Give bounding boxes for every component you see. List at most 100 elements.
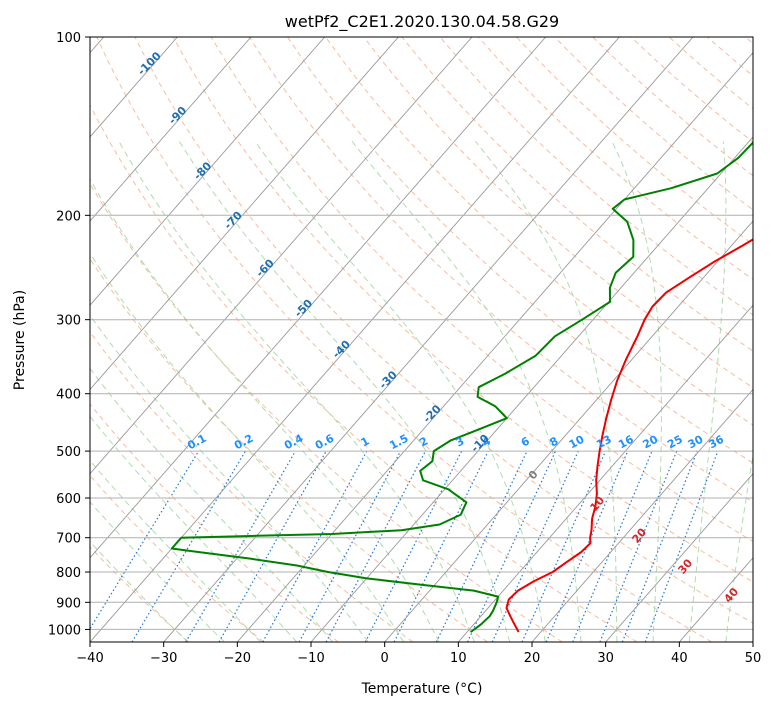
moist-adiabat-label: 10 xyxy=(587,494,607,514)
dry-adiabat-line xyxy=(90,474,264,642)
y-tick-label: 300 xyxy=(56,314,81,329)
mixing-ratio-label: 3 xyxy=(454,434,467,449)
dry-adiabat-line xyxy=(90,258,488,642)
x-tick-label: 30 xyxy=(597,651,614,666)
isotherm-line xyxy=(384,220,753,642)
isotherm-line xyxy=(310,136,753,642)
isotherm-line xyxy=(531,388,753,642)
moist-adiabat-line xyxy=(90,367,334,642)
mixing-ratio-label: 0.6 xyxy=(313,432,337,453)
isotherm-line xyxy=(163,37,694,642)
dry-adiabat-label: -50 xyxy=(292,297,315,320)
dry-adiabat-line xyxy=(210,37,753,543)
series-group xyxy=(170,141,753,633)
x-tick-label: −10 xyxy=(297,651,324,666)
dry-adiabat-line xyxy=(248,37,753,503)
dry-adiabat-line xyxy=(401,37,753,352)
isotherm-line xyxy=(90,37,547,559)
dewpoint-profile-line xyxy=(170,141,753,633)
moist-adiabat-label: 20 xyxy=(629,525,649,545)
dry-adiabat-label: -100 xyxy=(135,49,164,78)
mixing-ratio-line xyxy=(218,450,327,642)
mixing-ratio-label: 1.5 xyxy=(387,432,410,453)
moist-adiabat-line xyxy=(688,141,727,642)
y-tick-label: 500 xyxy=(56,445,81,460)
dry-adiabat-line xyxy=(96,37,712,642)
mixing-ratio-line xyxy=(298,450,402,642)
y-tick-label: 700 xyxy=(56,532,81,547)
y-tick-label: 900 xyxy=(56,596,81,611)
dry-adiabat-line xyxy=(287,37,753,464)
dry-adiabat-label: -80 xyxy=(191,159,214,182)
dry-adiabat-line xyxy=(134,37,753,624)
isotherm-line xyxy=(90,37,326,306)
moist-adiabat-line xyxy=(90,415,298,642)
mixing-ratio-line xyxy=(131,450,246,642)
mixing-ratio-line xyxy=(572,450,653,642)
mixing-ratio-label: 1 xyxy=(359,434,372,449)
mixing-ratio-label: 36 xyxy=(706,433,726,452)
dry-adiabat-line xyxy=(90,104,638,642)
dry-adiabat-line xyxy=(172,37,753,583)
moist-adiabat-line xyxy=(90,459,262,642)
isotherm-line xyxy=(236,51,753,642)
y-tick-label: 100 xyxy=(56,31,81,46)
line-labels: 0.1 0.2 0.4 0.6 1 1.5 2 3 4 6 8 10 13 16 20 25 30 36-100-… xyxy=(135,49,741,605)
dry-adiabat-line xyxy=(90,403,339,642)
dry-adiabat-line xyxy=(325,37,753,426)
mixing-ratio-label: 10 xyxy=(567,433,587,452)
mixing-ratio-line xyxy=(262,450,368,642)
moist-adiabat-line xyxy=(90,540,189,642)
dry-adiabat-label: -30 xyxy=(377,368,400,391)
mixing-ratio-label: 20 xyxy=(641,433,661,452)
y-tick-label: 1000 xyxy=(48,623,81,638)
dry-adiabat-line xyxy=(90,331,414,642)
temperature-profile-line xyxy=(505,238,753,633)
mixing-ratio-line xyxy=(466,450,557,642)
moist-adiabat-line xyxy=(118,141,475,642)
dry-adiabat-label: -70 xyxy=(222,209,245,232)
dry-adiabat-line xyxy=(477,37,753,280)
mixing-ratio-line xyxy=(90,450,200,630)
mixing-ratio-line xyxy=(435,450,528,642)
x-tick-label: −40 xyxy=(76,651,103,666)
x-tick-label: 40 xyxy=(671,651,688,666)
y-tick-label: 200 xyxy=(56,209,81,224)
isotherm-line xyxy=(752,641,753,642)
moist-adiabat-line xyxy=(90,178,440,642)
moist-adiabat-line xyxy=(475,140,618,642)
chart-title: wetPf2_C2E1.2020.130.04.58.G29 xyxy=(285,12,559,32)
mixing-ratio-label: 0.1 xyxy=(185,432,208,453)
dry-adiabat-line xyxy=(592,37,753,177)
x-tick-label: 20 xyxy=(524,651,541,666)
moist-adiabat-line xyxy=(351,140,582,642)
isotherm-line xyxy=(678,557,753,642)
mixing-ratio-label: 8 xyxy=(548,434,561,449)
plot-frame xyxy=(89,36,754,643)
dry-adiabat-line xyxy=(363,37,753,389)
moist-adiabat-line xyxy=(90,314,369,642)
dry-adiabat-line xyxy=(90,546,190,642)
mixing-ratio-label: 2 xyxy=(417,434,430,449)
mixing-ratio-line xyxy=(521,450,607,642)
moist-adiabat-line xyxy=(611,141,662,642)
y-tick-label: 800 xyxy=(56,566,81,581)
x-tick-label: 0 xyxy=(381,651,389,666)
mixing-ratio-label: 0.4 xyxy=(282,432,306,453)
isotherm-line xyxy=(605,472,753,642)
background-lines xyxy=(90,37,753,642)
moist-adiabat-line xyxy=(178,141,511,642)
mixing-ratio-line xyxy=(621,450,698,642)
dry-adiabat-line xyxy=(90,182,563,642)
mixing-ratio-line xyxy=(325,450,426,642)
mixing-ratio-label: 6 xyxy=(519,434,532,449)
mixing-ratio-label: 25 xyxy=(665,433,685,452)
dry-adiabat-line xyxy=(706,37,753,77)
x-axis-label: Temperature (°C) xyxy=(361,681,483,697)
isotherm-line xyxy=(457,304,753,642)
dry-adiabat-label: -60 xyxy=(254,256,277,279)
isotherm-line xyxy=(90,37,399,391)
dry-adiabat-label: -90 xyxy=(166,104,189,127)
dry-adiabat-label: -20 xyxy=(421,402,444,425)
